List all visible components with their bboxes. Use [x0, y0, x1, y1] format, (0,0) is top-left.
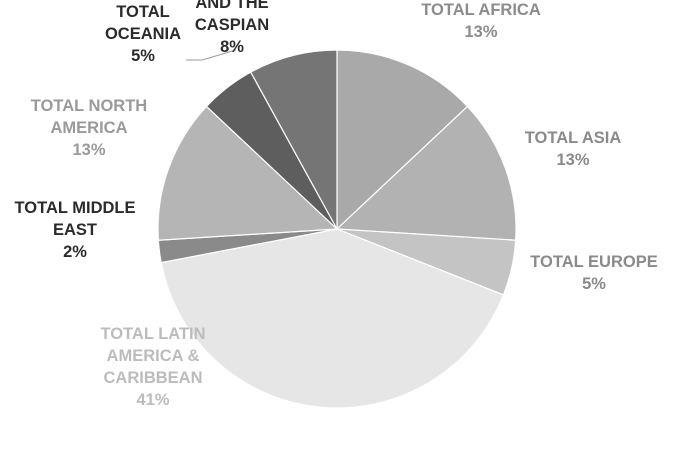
slice-value-label: 5%	[131, 47, 155, 65]
slice-name-line: AMERICA	[51, 119, 128, 137]
pie-slice-total-latin-america-and-caribbean	[160, 228, 505, 409]
pie-slice-total-russia-and-the-caspian	[249, 49, 338, 230]
slice-value-label: 8%	[220, 38, 244, 56]
pie-slice-total-africa	[336, 49, 469, 231]
slice-label-total-middle-east: TOTAL MIDDLE EAST 2%	[15, 199, 136, 261]
slice-value-label: 13%	[556, 151, 589, 169]
slice-value-label: 5%	[582, 275, 606, 293]
slice-name-line: TOTAL NORTH	[31, 97, 147, 115]
slice-labels: TOTAL AFRICA 13% TOTAL ASIA 13% TOTAL EUROPE…	[15, 0, 658, 409]
leader-lines	[186, 49, 237, 61]
slice-label-total-asia: TOTAL ASIA 13%	[525, 129, 622, 169]
slice-name-line: TOTAL	[116, 3, 169, 21]
slice-name-line: TOTAL AFRICA	[421, 1, 541, 19]
slice-name-line: TOTAL EUROPE	[530, 253, 657, 271]
slice-name-line: OCEANIA	[105, 25, 181, 43]
leader-line-oceania	[186, 49, 237, 61]
slice-name-line: TOTAL MIDDLE	[15, 199, 136, 217]
slice-name-line: TOTAL ASIA	[525, 129, 622, 147]
slice-label-total-latin-america-and-caribbean: TOTAL LATIN AMERICA & CARIBBEAN 41%	[100, 325, 205, 409]
slice-name-line: TOTAL LATIN	[100, 325, 205, 343]
pie-slices	[157, 49, 517, 409]
slice-value-label: 13%	[464, 23, 497, 41]
slice-label-total-africa: TOTAL AFRICA 13%	[421, 1, 541, 41]
slice-value-label: 13%	[72, 141, 105, 159]
slice-label-total-oceania: TOTAL OCEANIA 5%	[105, 3, 181, 65]
slice-name-line: EAST	[53, 221, 97, 239]
slice-label-total-europe: TOTAL EUROPE 5%	[530, 253, 657, 293]
pie-slice-total-asia	[335, 105, 517, 241]
slice-value-label: 41%	[136, 391, 169, 409]
slice-value-label: 2%	[63, 243, 87, 261]
slice-name-line: CASPIAN	[195, 16, 269, 34]
slice-name-line: AMERICA &	[107, 347, 200, 365]
slice-label-total-north-america: TOTAL NORTH AMERICA 13%	[31, 97, 147, 159]
slice-name-line: CARIBBEAN	[104, 369, 203, 387]
pie-slice-total-north-america	[157, 105, 339, 241]
slice-name-line: AND THE	[195, 0, 268, 12]
